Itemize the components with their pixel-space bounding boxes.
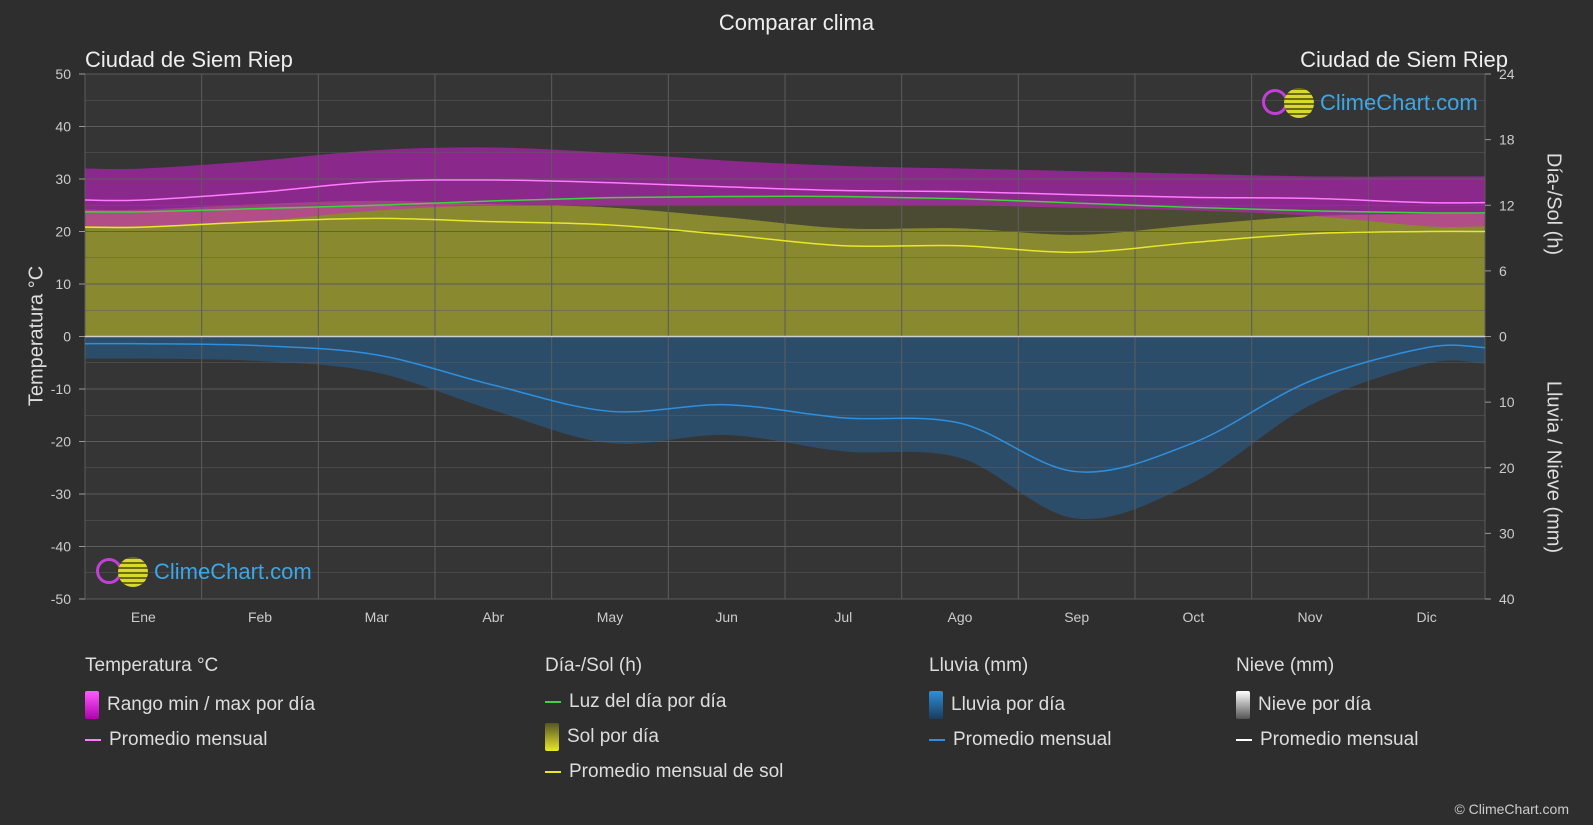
y-right-rain-tick-label: 20 (1499, 460, 1515, 476)
x-tick-label: May (597, 609, 623, 625)
legend-daylight-label: Luz del día por día (569, 691, 727, 712)
y-right-rain-tick-label: 30 (1499, 525, 1515, 541)
sun-avg-line (84, 217, 1486, 254)
x-tick-label: Oct (1182, 609, 1204, 625)
legend-snow-avg-label: Promedio mensual (1260, 729, 1419, 750)
location-right: Ciudad de Siem Riep (1300, 47, 1508, 72)
logo-text: ClimeChart.com (154, 559, 312, 584)
y-left-tick-label: 20 (55, 224, 71, 240)
temp-avg-swatch (85, 739, 101, 741)
x-tick-label: Mar (365, 609, 389, 625)
x-tick-label: Jul (834, 609, 852, 625)
rain-swatch (929, 691, 943, 719)
y-left-tick-label: 0 (63, 329, 71, 345)
y-right-sun-tick-label: 12 (1499, 197, 1515, 213)
x-tick-label: Abr (482, 609, 504, 625)
y-right-sun-tick-label: 18 (1499, 132, 1515, 148)
x-tick-label: Nov (1298, 609, 1323, 625)
legend-temperature: Temperatura °C Rango min / max por día P… (85, 655, 315, 751)
rain-avg-swatch (929, 739, 945, 741)
legend-rain-head: Lluvia (mm) (929, 655, 1029, 676)
rain-avg-line (84, 342, 1486, 473)
y-right-rain-tick-label: 10 (1499, 394, 1515, 410)
legend-snow-head: Nieve (mm) (1236, 655, 1335, 676)
climechart-logo-icon (1262, 86, 1314, 120)
legend-sun-per-day: Sol por día (545, 723, 783, 751)
y-left-tick-label: -20 (51, 434, 71, 450)
legend-temp-avg: Promedio mensual (85, 729, 315, 751)
temp-avg-line (84, 179, 1486, 204)
x-tick-label: Dic (1417, 609, 1437, 625)
legend-sun-head: Día-/Sol (h) (545, 655, 643, 676)
location-left: Ciudad de Siem Riep (85, 47, 293, 72)
legend-snow-label: Nieve por día (1258, 694, 1372, 715)
legend-snow-avg: Promedio mensual (1236, 729, 1418, 751)
daylight-swatch (545, 701, 561, 703)
legend-snow: Nieve (mm) Nieve por día Promedio mensua… (1236, 655, 1418, 751)
y-left-tick-label: -40 (51, 539, 71, 555)
x-tick-label: Feb (248, 609, 272, 625)
legend-rain: Lluvia (mm) Lluvia por día Promedio mens… (929, 655, 1111, 751)
legend-temp-avg-label: Promedio mensual (109, 729, 268, 750)
snow-swatch (1236, 691, 1250, 719)
y-left-tick-label: -30 (51, 486, 71, 502)
y-right-sun-tick-label: 6 (1499, 263, 1507, 279)
legend-temp-range: Rango min / max por día (85, 691, 315, 719)
y-left-tick-label: -50 (51, 591, 71, 607)
legend-daylight: Luz del día por día (545, 691, 783, 713)
legend-snow-per-day: Nieve por día (1236, 691, 1418, 719)
legend-rain-avg-label: Promedio mensual (953, 729, 1112, 750)
legend-rain-avg: Promedio mensual (929, 729, 1111, 751)
legend-sun: Día-/Sol (h) Luz del día por día Sol por… (545, 655, 783, 783)
y-left-tick-label: 10 (55, 276, 71, 292)
logo-bottom: ClimeChart.com (96, 555, 312, 589)
y-right-sun-tick-label: 24 (1499, 66, 1515, 82)
snow-avg-swatch (1236, 739, 1252, 741)
climechart-logo-icon (96, 555, 148, 589)
y-left-tick-label: 30 (55, 171, 71, 187)
legend-temp-range-label: Rango min / max por día (107, 694, 316, 715)
sun-swatch (545, 723, 559, 751)
legend-sun-avg-label: Promedio mensual de sol (569, 761, 784, 782)
sun-avg-swatch (545, 771, 561, 773)
x-tick-label: Sep (1064, 609, 1089, 625)
x-tick-label: Ene (131, 609, 156, 625)
y-right-sun-tick-label: 0 (1499, 329, 1507, 345)
legend-rain-label: Lluvia por día (951, 694, 1066, 715)
legend-rain-per-day: Lluvia por día (929, 691, 1111, 719)
copyright: © ClimeChart.com (1454, 801, 1569, 817)
x-tick-label: Jun (715, 609, 738, 625)
legend-temp-head: Temperatura °C (85, 655, 219, 676)
logo-top: ClimeChart.com (1262, 86, 1478, 120)
y-left-tick-label: 50 (55, 66, 71, 82)
y-left-tick-label: -10 (51, 381, 71, 397)
y-right-rain-tick-label: 40 (1499, 591, 1515, 607)
daylight-line (84, 195, 1486, 214)
logo-text: ClimeChart.com (1320, 90, 1478, 115)
legend-sun-label: Sol por día (567, 726, 659, 747)
climate-chart: 50 40 30 20 10 0 -10 -20 -30 -40 -50 24 18 12 6 0 10 20 30… (51, 66, 1515, 625)
legend-sun-avg: Promedio mensual de sol (545, 761, 783, 783)
x-tick-label: Ago (948, 609, 973, 625)
temp-range-swatch (85, 691, 99, 719)
chart-title: Comparar clima (718, 10, 875, 35)
y-left-tick-label: 40 (55, 119, 71, 135)
